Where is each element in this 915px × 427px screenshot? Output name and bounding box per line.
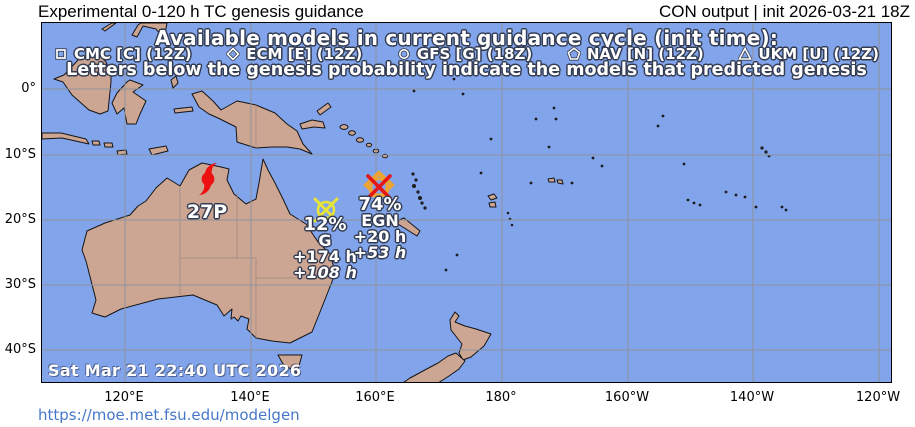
model-legend-item-cmc: CMC [C] (12Z) — [54, 45, 192, 63]
model-label: UKM [U] (12Z) — [758, 45, 879, 63]
triangle-icon — [738, 47, 753, 61]
tropical-cyclone-icon — [199, 162, 217, 196]
model-legend: CMC [C] (12Z) ECM [E] (12Z) GFS [G] (18Z… — [54, 45, 879, 63]
model-legend-item-gfs: GFS [G] (18Z) — [397, 45, 532, 63]
genesis-lead-time-alt: +108 h — [293, 263, 357, 282]
init-info: CON output | init 2026-03-21 18Z — [658, 2, 910, 21]
square-icon — [55, 48, 67, 60]
genesis-probability: 74% — [358, 194, 402, 215]
model-legend-item-ukm: UKM [U] (12Z) — [738, 45, 879, 63]
diamond-icon — [226, 47, 241, 61]
pentagon-icon — [566, 47, 581, 61]
x-axis-label-140e: 140°E — [230, 390, 270, 405]
model-label: GFS [G] (18Z) — [416, 45, 533, 63]
genesis-probability: 12% — [303, 214, 347, 235]
genesis-lead-time: +174 h — [293, 247, 357, 266]
header-line2: Letters below the genesis probability in… — [66, 60, 867, 80]
genesis-marker-high-icon — [363, 170, 395, 200]
model-label: CMC [C] (12Z) — [74, 45, 192, 63]
x-axis-label-160e: 160°E — [355, 390, 395, 405]
x-axis-label-120e: 120°E — [104, 390, 144, 405]
model-label: NAV [N] (12Z) — [586, 45, 704, 63]
source-url-link[interactable]: https://moe.met.fsu.edu/modelgen — [38, 406, 300, 424]
storm-label: 27P — [186, 201, 228, 223]
circle-icon — [398, 48, 410, 60]
x-axis-label-160w: 160°W — [604, 390, 650, 405]
model-label: ECM [E] (12Z) — [246, 45, 363, 63]
y-axis-label-40s: 40°S — [4, 342, 36, 357]
page-title: Experimental 0-120 h TC genesis guidance — [38, 2, 364, 21]
basemap — [42, 23, 891, 382]
x-axis-label-180: 180° — [485, 390, 517, 405]
genesis-models: G — [318, 231, 332, 250]
valid-timestamp: Sat Mar 21 22:40 UTC 2026 — [48, 361, 302, 380]
genesis-marker-high-text: 74% EGN +20 h +53 h — [354, 196, 407, 261]
y-axis-label-10s: 10°S — [4, 147, 36, 162]
genesis-models: EGN — [361, 211, 399, 230]
header-line1: Available models in current guidance cyc… — [154, 26, 779, 50]
model-legend-item-ecm: ECM [E] (12Z) — [226, 45, 362, 63]
model-legend-item-nav: NAV [N] (12Z) — [566, 45, 704, 63]
y-axis-label-0: 0° — [21, 81, 36, 96]
x-axis-label-140w: 140°W — [729, 390, 775, 405]
x-axis-label-120w: 120°W — [855, 390, 901, 405]
y-axis-label-30s: 30°S — [4, 277, 36, 292]
genesis-lead-time: +20 h — [353, 227, 407, 246]
map-area: Available models in current guidance cyc… — [41, 22, 892, 383]
genesis-marker-low-text: 12% G +174 h +108 h — [293, 216, 357, 281]
genesis-marker-low-icon — [313, 197, 339, 223]
genesis-lead-time-alt: +53 h — [353, 243, 407, 262]
y-axis-label-20s: 20°S — [4, 212, 36, 227]
